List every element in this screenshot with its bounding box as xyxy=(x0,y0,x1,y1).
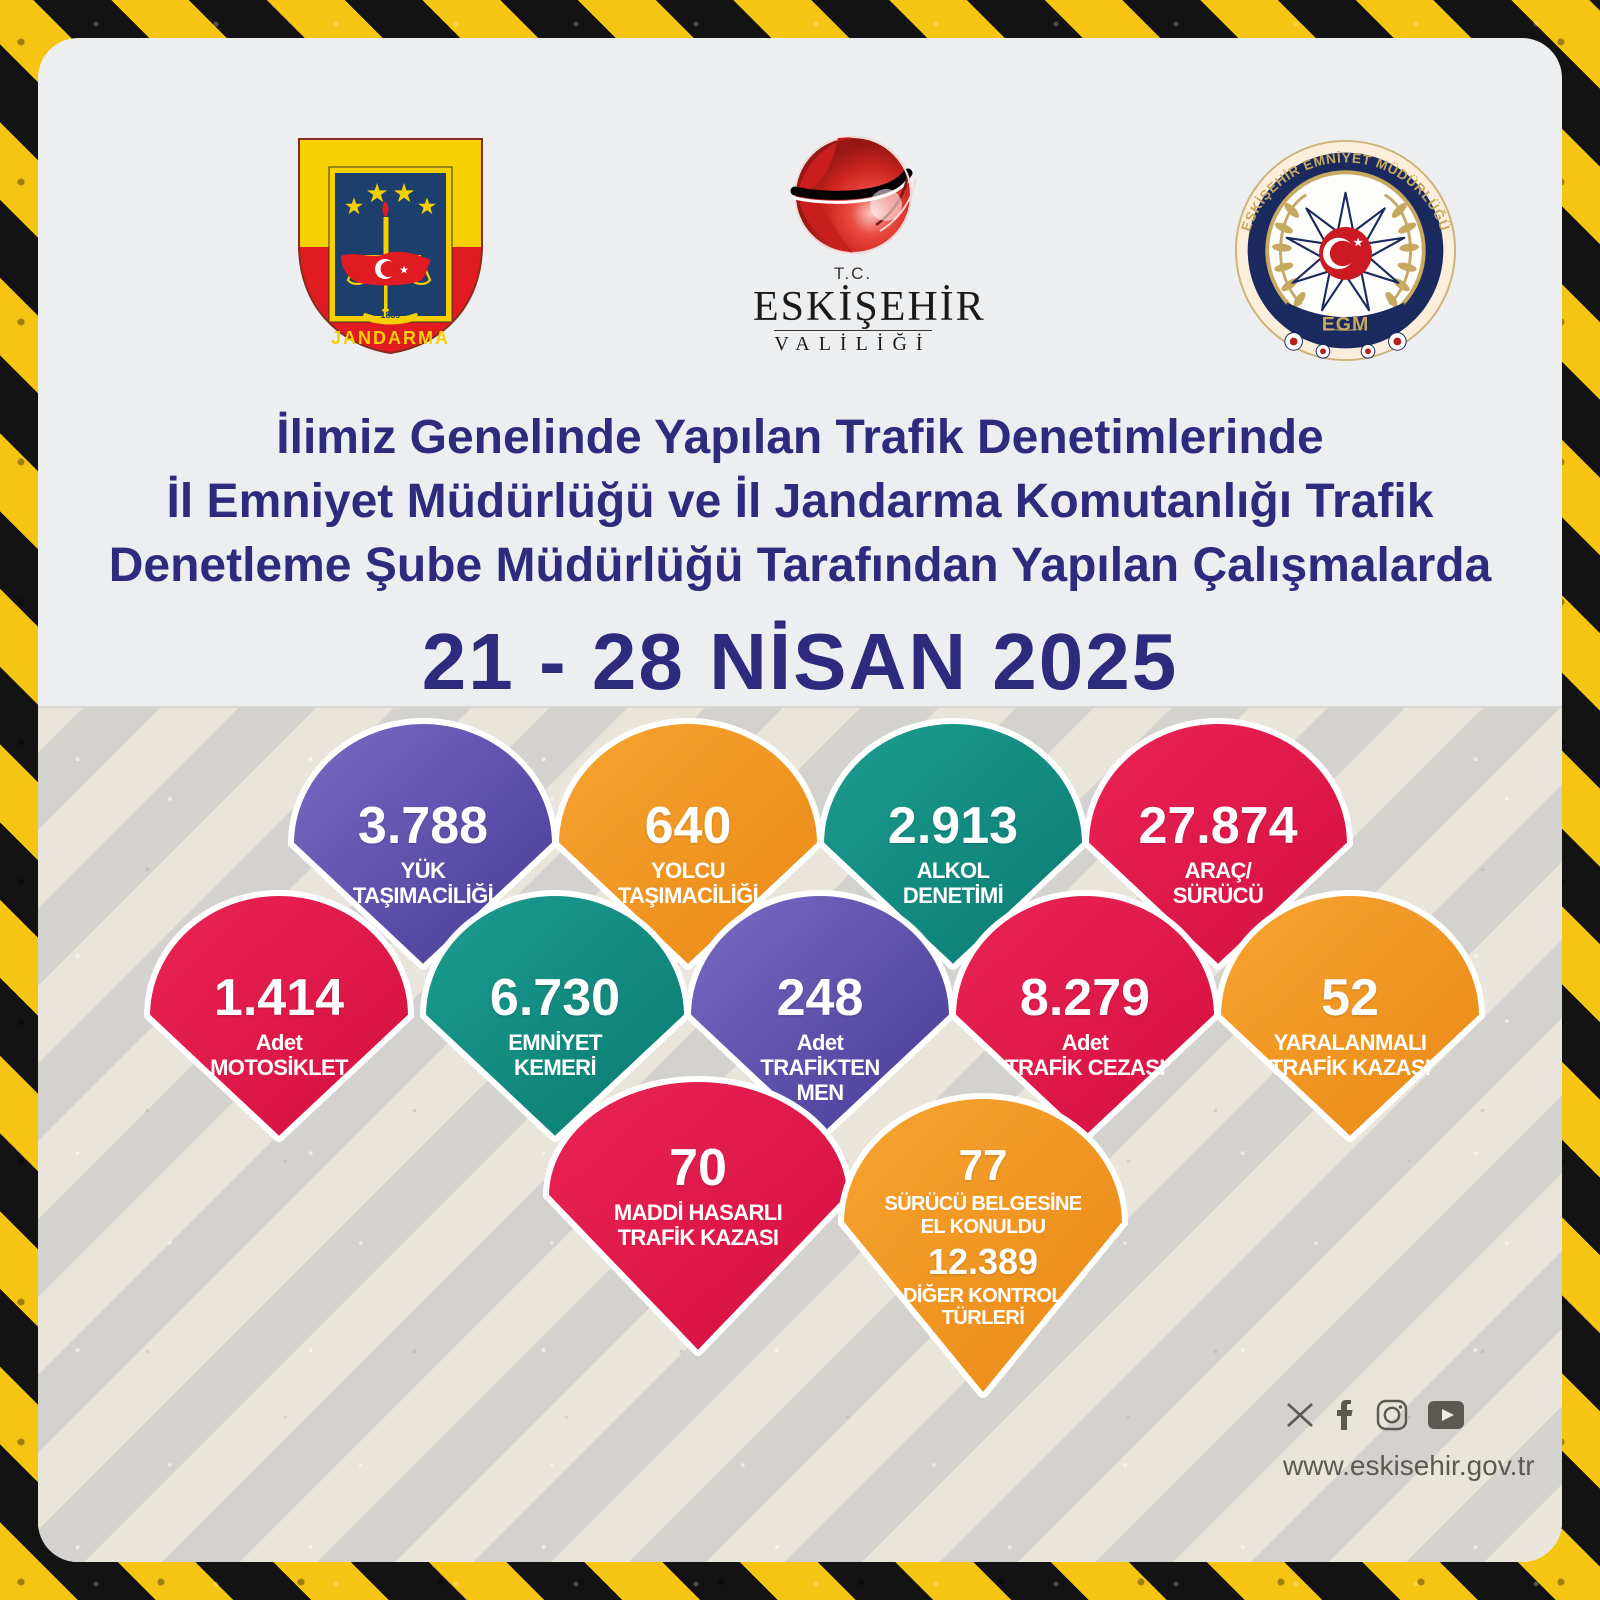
svg-text:1839: 1839 xyxy=(380,310,400,320)
svg-text:EGM: EGM xyxy=(1322,314,1369,336)
svg-text:★: ★ xyxy=(367,180,388,206)
svg-text:★: ★ xyxy=(399,265,409,277)
svg-text:★: ★ xyxy=(418,196,436,218)
svg-text:JANDARMA: JANDARMA xyxy=(331,328,450,348)
svg-text:★: ★ xyxy=(345,196,363,218)
svg-text:★: ★ xyxy=(1353,235,1364,250)
svg-text:★: ★ xyxy=(394,180,415,206)
